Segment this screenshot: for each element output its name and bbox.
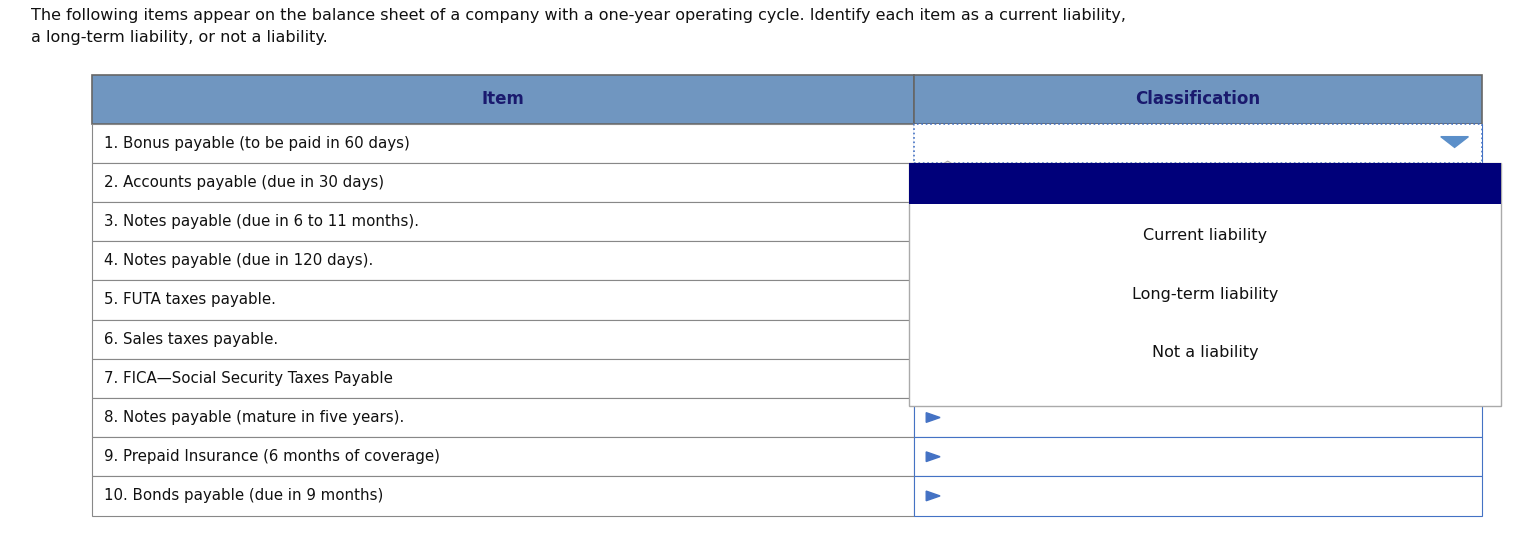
Polygon shape — [926, 452, 940, 461]
Bar — [909, 163, 1501, 406]
Text: 6. Sales taxes payable.: 6. Sales taxes payable. — [104, 332, 278, 346]
Polygon shape — [926, 491, 940, 500]
Bar — [914, 359, 1482, 398]
Text: Current liability: Current liability — [1143, 228, 1267, 243]
Bar — [92, 241, 914, 280]
Text: Classification: Classification — [1135, 90, 1261, 108]
Bar — [92, 280, 914, 320]
Bar — [914, 241, 1482, 280]
Bar — [914, 202, 1482, 241]
Bar — [914, 437, 1482, 476]
Bar — [92, 398, 914, 437]
Text: Not a liability: Not a liability — [1152, 345, 1258, 360]
Bar — [92, 202, 914, 241]
Text: 5. FUTA taxes payable.: 5. FUTA taxes payable. — [104, 293, 276, 307]
Bar — [914, 320, 1482, 359]
Text: 8. Notes payable (mature in five years).: 8. Notes payable (mature in five years). — [104, 410, 404, 425]
Bar — [92, 75, 914, 124]
Text: 9. Prepaid Insurance (6 months of coverage): 9. Prepaid Insurance (6 months of covera… — [104, 449, 441, 464]
Bar — [92, 476, 914, 516]
Bar — [92, 437, 914, 476]
Text: 10. Bonds payable (due in 9 months): 10. Bonds payable (due in 9 months) — [104, 489, 384, 503]
Bar — [92, 359, 914, 398]
Text: 2. Accounts payable (due in 30 days): 2. Accounts payable (due in 30 days) — [104, 175, 384, 190]
Bar — [914, 280, 1482, 320]
Bar — [914, 75, 1482, 124]
Polygon shape — [926, 412, 940, 422]
Bar — [914, 476, 1482, 516]
Bar — [92, 320, 914, 359]
Polygon shape — [1441, 136, 1468, 147]
Text: Item: Item — [482, 90, 524, 108]
Text: Long-term liability: Long-term liability — [1132, 287, 1278, 302]
Text: 7. FICA—Social Security Taxes Payable: 7. FICA—Social Security Taxes Payable — [104, 371, 393, 386]
Polygon shape — [928, 161, 968, 173]
Bar — [92, 163, 914, 202]
Bar — [914, 163, 1482, 202]
Bar — [914, 124, 1482, 163]
Text: 1. Bonus payable (to be paid in 60 days): 1. Bonus payable (to be paid in 60 days) — [104, 136, 410, 150]
Bar — [909, 163, 1501, 204]
Bar — [914, 398, 1482, 437]
Text: 3. Notes payable (due in 6 to 11 months).: 3. Notes payable (due in 6 to 11 months)… — [104, 214, 419, 229]
Text: 4. Notes payable (due in 120 days).: 4. Notes payable (due in 120 days). — [104, 253, 373, 268]
Text: The following items appear on the balance sheet of a company with a one-year ope: The following items appear on the balanc… — [31, 8, 1126, 45]
Bar — [914, 124, 1482, 163]
Bar — [92, 124, 914, 163]
